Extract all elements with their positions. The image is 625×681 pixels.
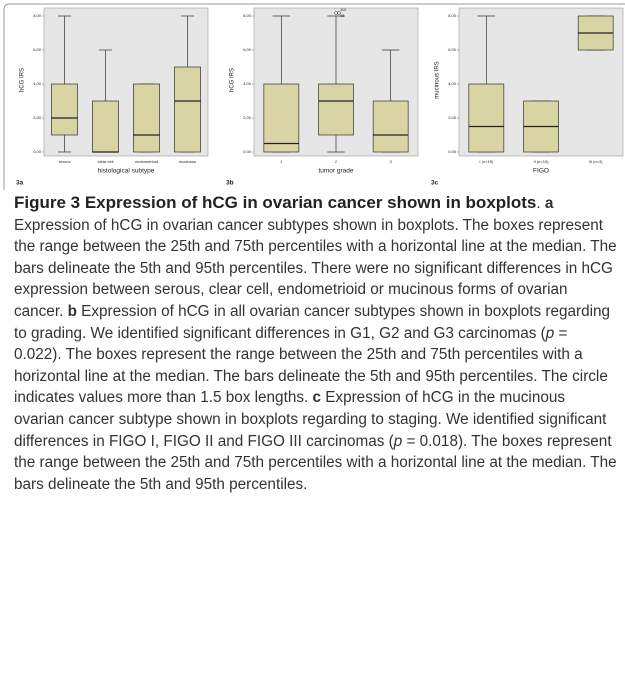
x-tick-label: endometrioid: [135, 159, 158, 164]
caption-normal: = 0.022). The boxes represent the range …: [14, 324, 608, 407]
panel-label: 3a: [16, 180, 24, 187]
x-tick-label: 1: [280, 159, 283, 164]
y-tick-label: 2,00: [448, 115, 457, 120]
x-tick-label: I (n=19): [479, 159, 494, 164]
x-axis-label: FIGO: [533, 168, 549, 175]
panel-label: 3b: [226, 180, 234, 187]
y-tick-label: 0,00: [33, 149, 42, 154]
caption-bold: a: [544, 195, 554, 212]
caption-italic: p: [393, 432, 403, 450]
box: [263, 83, 300, 153]
caption-normal: = 0.018). The boxes represent the range …: [14, 432, 617, 493]
caption-title: Figure 3 Expression of hCG in ovarian ca…: [14, 193, 537, 212]
y-tick-label: 2,00: [33, 115, 42, 120]
panel-label: 3c: [431, 180, 439, 187]
caption: Figure 3 Expression of hCG in ovarian ca…: [14, 192, 618, 495]
caption-normal: Expression of hCG in ovarian cancer subt…: [14, 216, 617, 320]
x-axis-label: tumor grade: [318, 168, 353, 175]
outlier-label: 110: [340, 7, 347, 12]
caption-bold: b: [67, 302, 77, 320]
y-tick-label: 6,00: [33, 47, 42, 52]
caption-normal: Expression of hCG in all ovarian cancer …: [14, 302, 611, 342]
y-axis-label: hCG IRS: [230, 68, 236, 92]
y-tick-label: 4,00: [33, 81, 42, 86]
x-tick-label: mucinous: [179, 159, 196, 164]
y-tick-label: 8,00: [33, 13, 42, 18]
caption-normal: Expression of hCG in the mucinous ovaria…: [14, 389, 607, 450]
x-tick-label: 3: [390, 159, 393, 164]
y-tick-label: 4,00: [448, 81, 457, 86]
x-tick-label: clear cell: [98, 159, 114, 164]
caption-normal: .: [536, 195, 545, 212]
box: [318, 83, 354, 136]
box: [468, 83, 505, 153]
caption-bold: c: [312, 389, 321, 407]
y-tick-label: 8,00: [243, 13, 252, 18]
y-tick-label: 6,00: [243, 47, 252, 52]
x-tick-label: 2: [335, 159, 338, 164]
x-tick-label: III (n=3): [589, 159, 604, 164]
y-tick-label: 0,00: [243, 149, 252, 154]
y-tick-label: 8,00: [448, 13, 457, 18]
box: [174, 66, 201, 153]
y-axis-label: hCG IRS: [20, 68, 26, 92]
box: [372, 100, 409, 153]
outlier: [337, 11, 341, 15]
x-tick-label: serous: [58, 159, 70, 164]
caption-italic: p: [545, 324, 555, 342]
box: [133, 83, 160, 153]
x-axis-label: histological subtype: [98, 168, 155, 175]
y-tick-label: 4,00: [243, 81, 252, 86]
box: [51, 83, 78, 136]
y-tick-label: 6,00: [448, 47, 457, 52]
outlier-label: 16: [340, 13, 345, 18]
y-axis-label: mucinous IRS: [435, 61, 441, 98]
y-tick-label: 0,00: [448, 149, 457, 154]
x-tick-label: II (n=10): [533, 159, 549, 164]
figure: 0,00 2,00 4,00 6,00 8,00 hCG IRS serous clear c…: [3, 3, 625, 190]
box: [92, 100, 119, 153]
frame: [3, 3, 625, 190]
y-tick-label: 2,00: [243, 115, 252, 120]
